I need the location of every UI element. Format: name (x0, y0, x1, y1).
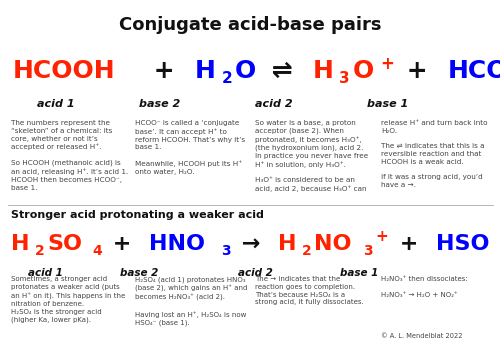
Text: +: + (375, 229, 388, 244)
Text: H: H (11, 234, 30, 253)
Text: O: O (353, 59, 374, 83)
Text: HCOO⁻ is called a ‘conjugate
base’. It can accept H⁺ to
reform HCOOH. That’s why: HCOO⁻ is called a ‘conjugate base’. It c… (135, 120, 245, 174)
Text: HNO: HNO (149, 234, 205, 253)
Text: acid 1: acid 1 (37, 99, 75, 109)
Text: +: + (145, 59, 184, 83)
Text: Sometimes, a stronger acid
protonates a weaker acid (puts
an H⁺ on it). This hap: Sometimes, a stronger acid protonates a … (11, 276, 125, 323)
Text: 3: 3 (222, 244, 231, 258)
Text: base 2: base 2 (120, 268, 158, 278)
Text: Conjugate acid-base pairs: Conjugate acid-base pairs (119, 16, 382, 34)
Text: +: + (380, 55, 394, 72)
Text: Stronger acid protonating a weaker acid: Stronger acid protonating a weaker acid (11, 210, 264, 220)
Text: 3: 3 (340, 71, 350, 86)
Text: H₂NO₃⁺ then dissociates:

H₂NO₃⁺ → H₂O + NO₂⁺: H₂NO₃⁺ then dissociates: H₂NO₃⁺ → H₂O + … (381, 276, 468, 298)
Text: O: O (235, 59, 256, 83)
Text: H: H (194, 59, 216, 83)
Text: base 1: base 1 (367, 99, 408, 109)
Text: NO: NO (314, 234, 352, 253)
Text: SO: SO (48, 234, 82, 253)
Text: 2: 2 (222, 71, 232, 86)
Text: release H⁺ and turn back into
H₂O.

The ⇌ indicates that this is a
reversible re: release H⁺ and turn back into H₂O. The ⇌… (381, 120, 488, 188)
Text: +: + (105, 234, 140, 253)
Text: acid 2: acid 2 (238, 268, 272, 278)
Text: HCOO: HCOO (448, 59, 500, 83)
Text: HSO: HSO (436, 234, 489, 253)
Text: H₂SO₄ (acid 1) protonates HNO₃
(base 2), which gains an H⁺ and
becomes H₂NO₃⁺ (a: H₂SO₄ (acid 1) protonates HNO₃ (base 2),… (135, 276, 248, 326)
Text: HCOOH: HCOOH (12, 59, 115, 83)
Text: The → indicates that the
reaction goes to completion.
That’s because H₂SO₄ is a
: The → indicates that the reaction goes t… (255, 276, 364, 305)
Text: base 2: base 2 (140, 99, 180, 109)
Text: →: → (234, 234, 268, 253)
Text: H: H (312, 59, 333, 83)
Text: acid 2: acid 2 (254, 99, 292, 109)
Text: 2: 2 (302, 244, 312, 258)
Text: 3: 3 (363, 244, 372, 258)
Text: So water is a base, a proton
acceptor (base 2). When
protonated, it becomes H₃O⁺: So water is a base, a proton acceptor (b… (255, 120, 368, 192)
Text: 4: 4 (92, 244, 102, 258)
Text: +: + (392, 234, 426, 253)
Text: +: + (398, 59, 436, 83)
Text: ⇌: ⇌ (262, 59, 301, 83)
Text: H: H (278, 234, 296, 253)
Text: 2: 2 (35, 244, 44, 258)
Text: The numbers represent the
“skeleton” of a chemical: its
core, whether or not it’: The numbers represent the “skeleton” of … (11, 120, 128, 191)
Text: © A. L. Mendelblat 2022: © A. L. Mendelblat 2022 (381, 333, 462, 339)
Text: acid 1: acid 1 (28, 268, 62, 278)
Text: base 1: base 1 (340, 268, 378, 278)
